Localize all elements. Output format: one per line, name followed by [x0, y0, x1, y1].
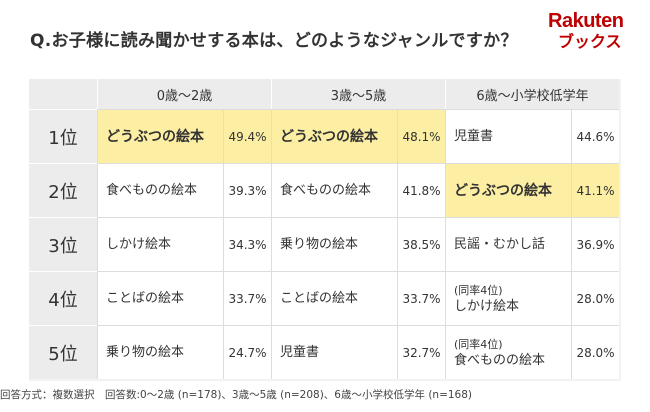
table-cell: (同率4位) しかけ絵本 28.0% [445, 271, 619, 325]
genre-label: 児童書 [272, 345, 397, 361]
genre-text: 民謡・むかし話 [454, 236, 546, 252]
percentage: 28.0% [571, 272, 619, 325]
column-header-age-3-5: 3歳〜5歳 [271, 79, 445, 109]
genre-label: 乗り物の絵本 [98, 345, 223, 361]
genre-text: 食べものの絵本 [280, 182, 372, 198]
genre-label: 乗り物の絵本 [272, 237, 397, 253]
header-corner [29, 79, 97, 109]
genre-label: 食べものの絵本 [272, 183, 397, 199]
percentage: 41.8% [397, 164, 445, 217]
logo-rakuten: Rakuten [548, 10, 624, 32]
question-title: Q.お子様に読み聞かせする本は、どのようなジャンルですか？ [30, 31, 518, 51]
table-cell: 児童書 32.7% [271, 325, 445, 379]
genre-label: (同率4位) 食べものの絵本 [446, 337, 571, 369]
tie-note: (同率4位) [454, 337, 503, 351]
genre-label: 食べものの絵本 [98, 183, 223, 199]
table-cell: ことばの絵本 33.7% [271, 271, 445, 325]
genre-text: しかけ絵本 [106, 236, 172, 252]
table-cell: どうぶつの絵本 49.4% [97, 109, 271, 163]
rank-label: 4位 [29, 271, 97, 325]
percentage: 39.3% [223, 164, 271, 217]
logo-books: ブックス [558, 32, 622, 51]
genre-label: どうぶつの絵本 [272, 129, 397, 145]
genre-text: 食べものの絵本 [454, 352, 546, 368]
footnote: 回答方式：複数選択 回答数:0〜2歳 (n=178)、3歳〜5歳 (n=208)… [0, 389, 473, 401]
rakuten-books-logo: Rakuten ブックス [548, 10, 638, 54]
genre-text: ことばの絵本 [106, 290, 185, 306]
table-cell: しかけ絵本 34.3% [97, 217, 271, 271]
rank-label: 1位 [29, 109, 97, 163]
ranking-table: 0歳〜2歳 3歳〜5歳 6歳〜小学校低学年 1位 どうぶつの絵本 49.4% どうぶつの絵本… [29, 79, 621, 381]
table-cell: どうぶつの絵本 41.1% [445, 163, 619, 217]
table-cell: 食べものの絵本 39.3% [97, 163, 271, 217]
column-header-age-6-elem: 6歳〜小学校低学年 [445, 79, 619, 109]
genre-label: しかけ絵本 [98, 237, 223, 253]
genre-label: ことばの絵本 [272, 291, 397, 307]
percentage: 36.9% [571, 218, 619, 271]
percentage: 41.1% [571, 164, 619, 217]
table-cell: 民謡・むかし話 36.9% [445, 217, 619, 271]
table-cell: どうぶつの絵本 48.1% [271, 109, 445, 163]
table-cell: (同率4位) 食べものの絵本 28.0% [445, 325, 619, 379]
genre-label: どうぶつの絵本 [98, 129, 223, 145]
percentage: 34.3% [223, 218, 271, 271]
table-cell: 乗り物の絵本 24.7% [97, 325, 271, 379]
genre-label: 民謡・むかし話 [446, 237, 571, 253]
table-cell: 乗り物の絵本 38.5% [271, 217, 445, 271]
table-cell: 児童書 44.6% [445, 109, 619, 163]
table-cell: ことばの絵本 33.7% [97, 271, 271, 325]
genre-label: ことばの絵本 [98, 291, 223, 307]
genre-text: 乗り物の絵本 [280, 236, 359, 252]
tie-note: (同率4位) [454, 283, 503, 297]
genre-text: どうぶつの絵本 [280, 128, 378, 145]
genre-text: 児童書 [454, 128, 494, 144]
genre-text: 食べものの絵本 [106, 182, 198, 198]
percentage: 33.7% [397, 272, 445, 325]
rank-label: 5位 [29, 325, 97, 379]
genre-text: どうぶつの絵本 [106, 128, 204, 145]
percentage: 33.7% [223, 272, 271, 325]
genre-label: どうぶつの絵本 [446, 183, 571, 199]
table-cell: 食べものの絵本 41.8% [271, 163, 445, 217]
percentage: 32.7% [397, 326, 445, 379]
genre-text: 児童書 [280, 344, 320, 360]
rank-label: 3位 [29, 217, 97, 271]
rank-label: 2位 [29, 163, 97, 217]
genre-text: しかけ絵本 [454, 298, 520, 314]
genre-text: どうぶつの絵本 [454, 182, 552, 199]
percentage: 38.5% [397, 218, 445, 271]
genre-label: 児童書 [446, 129, 571, 145]
genre-text: 乗り物の絵本 [106, 344, 185, 360]
percentage: 44.6% [571, 110, 619, 163]
column-header-age-0-2: 0歳〜2歳 [97, 79, 271, 109]
genre-text: ことばの絵本 [280, 290, 359, 306]
percentage: 24.7% [223, 326, 271, 379]
percentage: 49.4% [223, 110, 271, 163]
genre-label: (同率4位) しかけ絵本 [446, 283, 571, 315]
percentage: 48.1% [397, 110, 445, 163]
percentage: 28.0% [571, 326, 619, 379]
